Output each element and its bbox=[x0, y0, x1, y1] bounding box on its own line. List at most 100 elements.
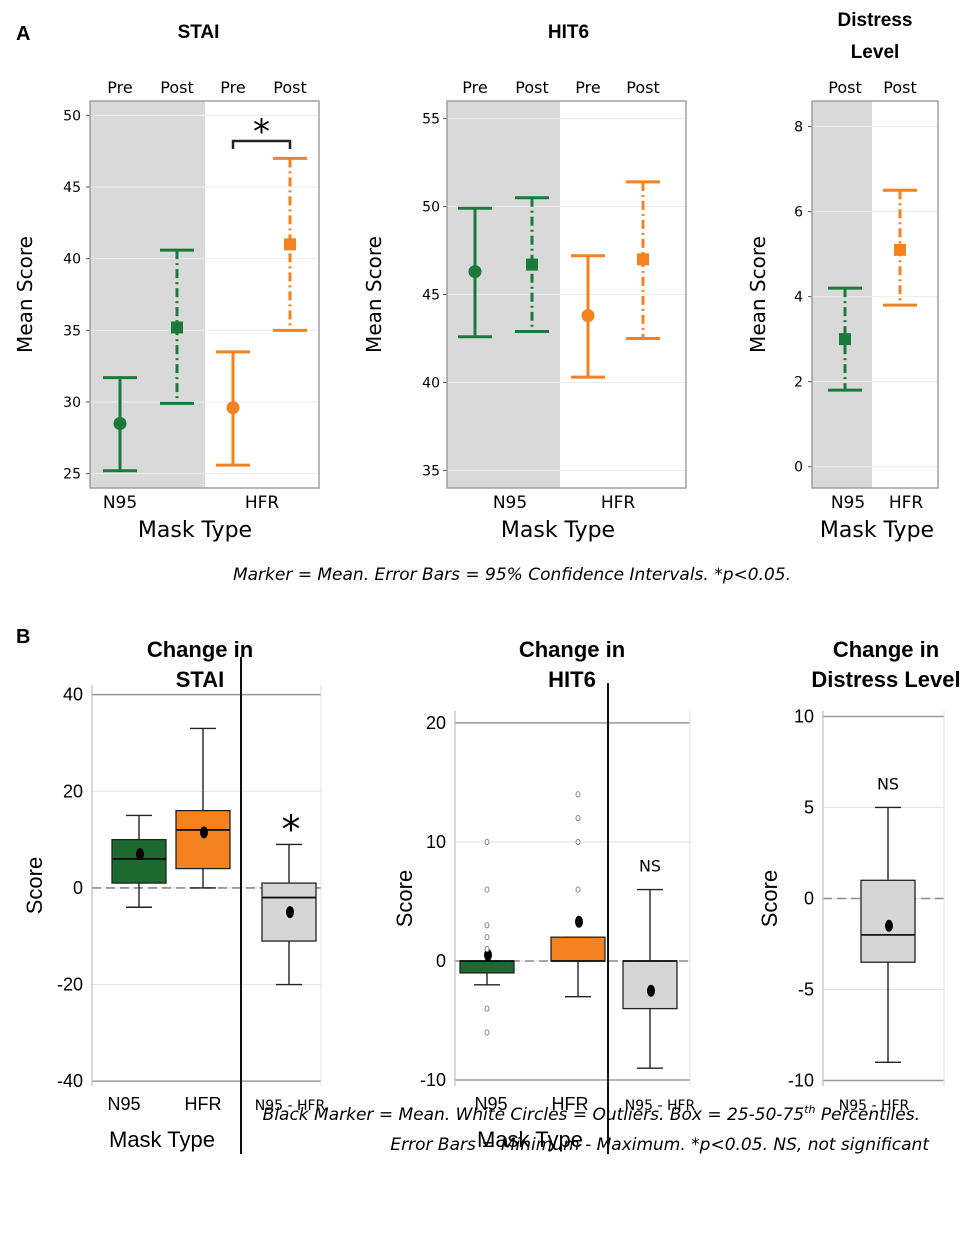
outlier-point bbox=[484, 946, 490, 953]
chart-title: STAI bbox=[176, 667, 224, 692]
x-category-label: N95 bbox=[103, 493, 137, 513]
y-tick-label: 35 bbox=[422, 463, 440, 479]
y-tick-label: 45 bbox=[63, 180, 81, 196]
boxplot-n95 bbox=[111, 814, 167, 908]
outlier-point bbox=[575, 815, 581, 822]
x-category-label: N95 bbox=[107, 1094, 140, 1114]
significance-marker: * bbox=[253, 112, 270, 152]
y-tick-label: -5 bbox=[798, 980, 814, 1000]
box-iqr bbox=[622, 960, 678, 1010]
y-tick-label: 40 bbox=[63, 685, 83, 705]
errorbar-n95-post bbox=[515, 196, 549, 333]
x-category-label: N95 - HFR bbox=[255, 1098, 326, 1114]
chart-title: STAI bbox=[178, 22, 220, 43]
mean-marker bbox=[526, 258, 538, 271]
y-tick-label: 8 bbox=[794, 120, 803, 136]
caption-a: Marker = Mean. Error Bars = 95% Confiden… bbox=[233, 565, 791, 585]
y-tick-label: 0 bbox=[794, 460, 803, 476]
mean-marker bbox=[484, 949, 492, 962]
y-tick-label: 6 bbox=[794, 205, 803, 221]
x-category-label: N95 - HFR bbox=[625, 1098, 696, 1114]
y-tick-label: 55 bbox=[422, 112, 440, 128]
y-tick-label: 40 bbox=[422, 375, 440, 391]
y-tick-label: 2 bbox=[794, 375, 803, 391]
chart-b_hit6: Change in HIT6 20 10 0 -10 NS N95 HFR N95 - HFR Ma… bbox=[392, 637, 696, 1154]
panel-label-a: A bbox=[16, 23, 30, 45]
errorbar-hfr-post bbox=[273, 156, 307, 332]
mean-marker bbox=[581, 309, 595, 323]
chart-title: Level bbox=[851, 42, 900, 63]
box-iqr bbox=[550, 936, 606, 962]
x-axis-title: Mask Type bbox=[820, 518, 934, 543]
outlier-point bbox=[484, 922, 490, 929]
box-iqr bbox=[459, 960, 515, 974]
boxplot-hfr bbox=[175, 727, 231, 889]
y-axis-title: Score bbox=[392, 870, 417, 927]
chart-title: Distress bbox=[838, 10, 913, 31]
x-category-label: N95 - HFR bbox=[839, 1098, 910, 1114]
mean-marker bbox=[575, 915, 583, 928]
y-axis-title: Mean Score bbox=[362, 236, 386, 353]
mean-marker bbox=[136, 848, 144, 861]
caption-b-line1-end: Percentiles. bbox=[815, 1105, 920, 1125]
time-label: Post bbox=[515, 78, 548, 97]
mean-marker bbox=[839, 333, 851, 346]
y-tick-label: 0 bbox=[73, 878, 83, 898]
box-iqr bbox=[175, 809, 231, 870]
boxplot-n95-hfr bbox=[860, 806, 916, 1064]
x-category-label: N95 bbox=[474, 1094, 507, 1114]
mean-marker bbox=[468, 265, 482, 279]
caption-b-line2: Error Bars = Minimum - Maximum. *p<0.05.… bbox=[390, 1135, 930, 1155]
y-tick-label: -10 bbox=[788, 1071, 814, 1091]
mean-marker bbox=[200, 826, 208, 839]
y-tick-label: 50 bbox=[63, 108, 81, 124]
y-tick-label: 5 bbox=[804, 797, 814, 817]
errorbar-n95-post bbox=[160, 248, 194, 405]
x-category-label: N95 bbox=[831, 493, 865, 513]
caption-b-line1-main: Black Marker = Mean. White Circles = Out… bbox=[263, 1105, 805, 1125]
y-tick-label: 50 bbox=[422, 200, 440, 216]
boxplot-n95-hfr bbox=[261, 843, 317, 986]
chart-title: Distress Level bbox=[811, 667, 960, 692]
errorbar-hfr-pre bbox=[571, 254, 605, 379]
boxplot-hfr bbox=[550, 791, 606, 998]
chart-title: HIT6 bbox=[548, 667, 596, 692]
time-label: Pre bbox=[575, 78, 600, 97]
outlier-point bbox=[484, 1029, 490, 1036]
chart-a_distress: Distress Level 0 2 4 6 8 Post Post N95 HFR Mask Typ… bbox=[746, 10, 939, 543]
mean-marker bbox=[885, 919, 893, 932]
chart-b_distress: Change in Distress Level 10 5 0 -5 -10 NS N95 - … bbox=[757, 637, 961, 1114]
mean-marker bbox=[894, 243, 906, 256]
boxplot-n95 bbox=[459, 838, 515, 1036]
x-axis-title: Mask Type bbox=[477, 1127, 583, 1152]
y-axis-title: Mean Score bbox=[746, 236, 770, 353]
time-label: Post bbox=[828, 78, 861, 97]
time-label: Pre bbox=[107, 78, 132, 97]
outlier-point bbox=[575, 838, 581, 846]
plot-frame bbox=[89, 100, 320, 489]
mean-marker bbox=[284, 238, 296, 251]
x-category-label: HFR bbox=[245, 493, 280, 513]
x-axis-title: Mask Type bbox=[138, 518, 252, 543]
significance-marker: NS bbox=[639, 857, 661, 876]
chart-b_stai: Change in STAI 40 20 0 -20 -40 * N95 HFR N95 - HFR… bbox=[22, 637, 326, 1154]
y-tick-label: 45 bbox=[422, 288, 440, 304]
time-label: Pre bbox=[462, 78, 487, 97]
x-axis-title: Mask Type bbox=[109, 1127, 215, 1152]
time-label: Post bbox=[160, 78, 193, 97]
shaded-region bbox=[90, 101, 205, 488]
x-category-label: HFR bbox=[552, 1094, 589, 1114]
significance-bracket bbox=[231, 139, 292, 149]
significance-marker: * bbox=[282, 807, 301, 851]
x-category-label: N95 bbox=[493, 493, 527, 513]
mean-marker bbox=[113, 417, 127, 430]
mean-marker bbox=[171, 321, 183, 334]
y-tick-label: 25 bbox=[63, 467, 81, 483]
y-axis-title: Score bbox=[22, 857, 47, 914]
caption-b-line1-sup: th bbox=[804, 1103, 815, 1116]
y-tick-label: -40 bbox=[57, 1071, 83, 1091]
outlier-point bbox=[484, 934, 490, 941]
y-tick-label: 35 bbox=[63, 323, 81, 339]
errorbar-n95-pre bbox=[103, 376, 137, 473]
